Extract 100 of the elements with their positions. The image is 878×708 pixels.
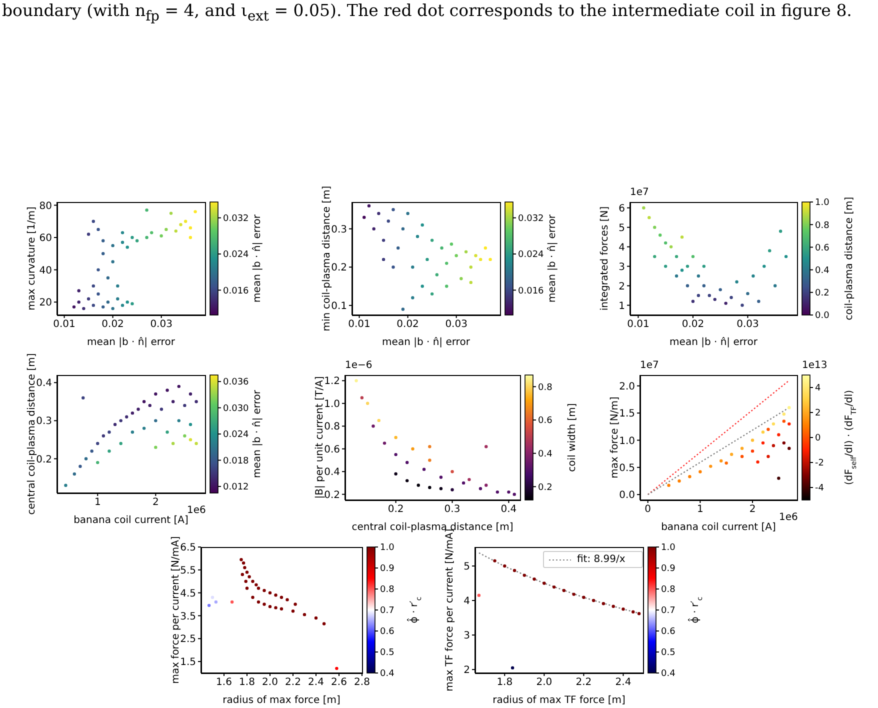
point <box>582 596 586 599</box>
point <box>696 274 700 278</box>
y-axis-title: max force [N/m] <box>610 396 621 478</box>
point <box>658 234 662 237</box>
point <box>428 444 432 448</box>
point <box>774 284 777 288</box>
point <box>435 273 439 276</box>
point <box>392 266 395 269</box>
point <box>210 596 214 599</box>
point <box>92 220 95 223</box>
point <box>493 559 496 562</box>
text: 1e6 <box>187 505 206 516</box>
point <box>113 422 117 426</box>
point <box>135 239 139 242</box>
point <box>396 246 400 250</box>
color-bar-label: 0.4 <box>815 266 830 276</box>
x-tick-label: 2.2 <box>285 677 301 688</box>
color-bar-label: 0.016 <box>223 286 250 296</box>
point <box>572 592 576 596</box>
point <box>416 484 420 487</box>
point <box>688 475 692 478</box>
point <box>782 441 786 445</box>
point <box>752 274 755 278</box>
point <box>445 284 448 288</box>
point <box>242 561 246 565</box>
point <box>440 246 444 250</box>
point <box>411 296 414 300</box>
point <box>782 412 786 416</box>
point <box>664 241 668 245</box>
point <box>154 419 158 422</box>
point <box>426 258 429 262</box>
text: boundary (with n$_{fp}$ = 4, and ι$_{ext}$ = 0.05). The red dot corresponds to the intermediate coil in figure 8. <box>2 0 853 26</box>
x-tick-label: 2.2 <box>576 677 592 688</box>
y-tick-label: 1.5 <box>180 657 196 668</box>
point <box>102 305 105 309</box>
point <box>757 300 760 303</box>
point <box>686 284 690 288</box>
point <box>251 596 254 599</box>
point <box>84 457 88 460</box>
x-tick-label: 1.6 <box>216 677 232 688</box>
y-tick-label: 0.2 <box>36 454 52 466</box>
point <box>740 454 744 458</box>
point <box>119 442 122 446</box>
point <box>411 266 414 269</box>
x-tick-label: 2.0 <box>536 677 552 688</box>
point <box>240 558 243 562</box>
point <box>484 444 488 448</box>
y-tick-label: 5 <box>618 222 625 234</box>
point <box>86 297 90 300</box>
point <box>762 264 766 268</box>
point <box>169 212 173 215</box>
x-tick-label: 2.4 <box>308 677 324 688</box>
point <box>420 284 424 288</box>
point <box>766 428 770 431</box>
point <box>188 422 192 426</box>
point <box>254 583 258 586</box>
point <box>740 446 744 450</box>
point <box>354 379 358 382</box>
x-axis-title: mean |b · n̂| error <box>670 337 758 348</box>
y-tick-label: 5 <box>464 562 470 573</box>
color-bar-label: 0.6 <box>538 416 553 426</box>
y-tick-label: 2 <box>618 281 625 292</box>
color-bar-label: 0.024 <box>223 430 250 440</box>
point <box>772 444 776 448</box>
color-bar-label: 0.012 <box>223 482 249 493</box>
point <box>96 442 100 446</box>
point <box>678 479 681 483</box>
point <box>401 227 405 230</box>
point <box>724 461 728 465</box>
point <box>602 602 606 606</box>
point <box>268 591 272 594</box>
point <box>653 226 656 229</box>
point <box>696 294 700 298</box>
point <box>116 297 120 300</box>
color-bar-label: 0.8 <box>538 382 553 393</box>
point <box>510 666 514 670</box>
y-tick-label: 1.0 <box>619 436 635 447</box>
point <box>78 464 82 468</box>
color-bar-label: 0.7 <box>661 606 676 616</box>
point <box>130 236 134 240</box>
point <box>507 490 510 494</box>
y-tick-label: 0.3 <box>36 416 52 428</box>
y-tick-label: 1.2 <box>324 376 340 388</box>
point <box>784 254 788 258</box>
color-bar-label: 1.0 <box>661 543 676 554</box>
point <box>450 488 454 492</box>
color-bar-label: 0.8 <box>661 585 676 596</box>
y-tick-label: 0.6 <box>324 444 340 456</box>
point <box>274 606 278 610</box>
point <box>405 460 409 464</box>
point <box>592 598 596 602</box>
point <box>746 292 750 296</box>
point <box>377 418 380 422</box>
y-axis-title: central coil-plasma distance [m] <box>26 353 38 515</box>
point <box>532 578 536 581</box>
point <box>230 600 234 604</box>
point <box>484 484 488 487</box>
point <box>86 232 90 236</box>
point <box>377 212 380 216</box>
color-bar-title: mean |b · n̂| error <box>252 389 263 478</box>
